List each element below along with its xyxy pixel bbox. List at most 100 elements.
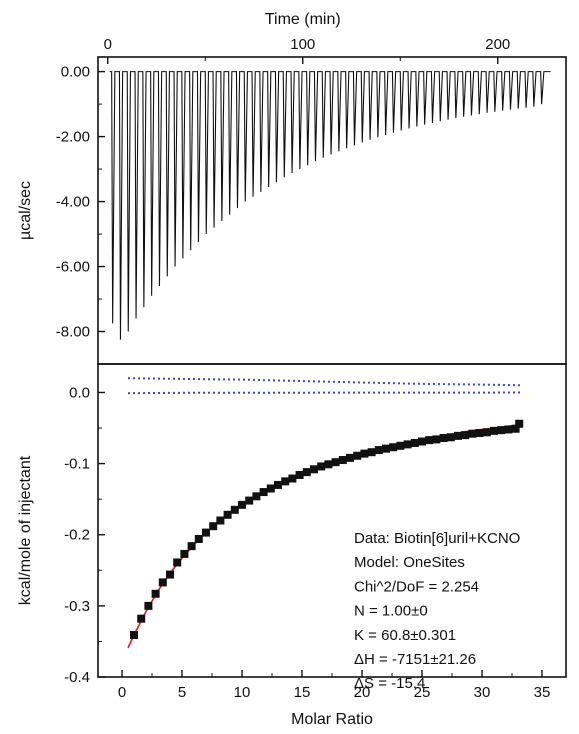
data-point — [374, 446, 383, 455]
integrated-heat-ticks: 0 5 10 15 20 25 30 35 0.0 -0.1 -0.2 -0.3 -0.4 — [64, 384, 550, 701]
data-point — [389, 443, 398, 452]
molar-ratio-tick-label: 30 — [474, 684, 491, 701]
molar-ratio-axis-title: Molar Ratio — [291, 711, 373, 728]
data-point — [288, 474, 297, 483]
data-point — [454, 431, 462, 440]
time-tick-label: 0 — [104, 36, 112, 53]
kcal-tick-label: -0.2 — [64, 527, 90, 544]
time-tick-label: 100 — [290, 36, 315, 53]
fit-parameter-text: K = 60.8±0.301 — [354, 627, 456, 644]
data-point — [317, 462, 326, 471]
data-point — [151, 589, 160, 598]
data-point — [310, 465, 318, 474]
data-point — [281, 477, 290, 486]
data-point — [338, 456, 347, 465]
data-point — [346, 453, 354, 462]
fit-parameter-text: N = 1.00±0 — [354, 603, 428, 620]
ucal-tick-label: -6.00 — [56, 259, 90, 276]
data-point — [274, 480, 282, 489]
data-point — [245, 496, 254, 505]
data-point — [425, 436, 434, 445]
fit-parameter-text: ΔH = -7151±21.26 — [354, 651, 476, 668]
data-point — [166, 570, 174, 579]
fit-parameter-text: ΔS = -15.4 — [354, 675, 425, 692]
data-point — [194, 534, 203, 543]
data-point — [410, 438, 419, 447]
molar-ratio-tick-label: 35 — [534, 684, 551, 701]
data-point — [418, 437, 426, 446]
data-point — [266, 484, 275, 493]
data-point — [475, 429, 484, 438]
data-point — [180, 549, 189, 558]
data-point — [223, 510, 232, 519]
fit-parameter-text: Chi^2/DoF = 2.254 — [354, 578, 479, 595]
raw-thermogram-ticks: 0 100 200 0.00 -2.00 -4.00 -6.00 -8.00 — [56, 36, 510, 365]
data-point — [216, 516, 225, 525]
data-point — [403, 440, 412, 449]
injection-peaks — [109, 71, 551, 340]
molar-ratio-tick-label: 0 — [118, 684, 126, 701]
data-point — [353, 451, 362, 460]
data-point — [382, 444, 390, 453]
data-point — [252, 492, 261, 501]
data-point — [137, 614, 146, 623]
kcal-tick-label: -0.1 — [64, 456, 90, 473]
data-point — [396, 441, 405, 450]
fit-parameter-annotations: Data: Biotin[6]uril+KCNO Model: OneSites C… — [354, 530, 520, 692]
ucal-tick-label: 0.00 — [61, 64, 90, 81]
molar-ratio-tick-label: 20 — [354, 684, 371, 701]
molar-ratio-tick-label: 25 — [414, 684, 431, 701]
data-point-squares — [130, 419, 524, 640]
data-point — [144, 601, 153, 610]
data-point — [202, 528, 210, 537]
bottom-panel-frame — [97, 363, 567, 678]
data-point — [432, 435, 441, 444]
data-point — [439, 433, 448, 442]
data-point — [331, 458, 340, 467]
data-point — [209, 522, 218, 531]
data-point — [367, 448, 376, 457]
molar-ratio-tick-label: 10 — [234, 684, 251, 701]
data-point — [511, 424, 520, 433]
lower-dotted-baseline — [127, 391, 522, 395]
data-point — [158, 578, 167, 587]
data-point — [482, 428, 491, 437]
data-point — [490, 426, 498, 435]
kcal-axis-title: kcal/mole of injectant — [17, 455, 34, 605]
upper-dotted-baseline — [127, 377, 522, 387]
thermogram-trace — [109, 71, 551, 340]
ucal-tick-label: -4.00 — [56, 194, 90, 211]
kcal-tick-label: 0.0 — [69, 384, 90, 401]
molar-ratio-tick-label: 15 — [294, 684, 311, 701]
data-point — [461, 431, 470, 440]
data-point — [187, 542, 196, 551]
ucal-axis-title: µcal/sec — [17, 181, 34, 240]
kcal-tick-label: -0.4 — [64, 669, 90, 686]
data-point — [173, 558, 182, 567]
data-point — [230, 505, 239, 514]
raw-thermogram-panel: Time (min) µcal/sec 0 100 200 0.00 -2.00 -4.0… — [17, 11, 567, 365]
data-point — [360, 449, 369, 458]
data-point — [468, 429, 477, 438]
data-point — [515, 419, 524, 428]
data-point — [295, 470, 304, 479]
ucal-tick-label: -8.00 — [56, 324, 90, 341]
data-point — [497, 426, 506, 435]
ucal-tick-label: -2.00 — [56, 129, 90, 146]
fit-parameter-text: Data: Biotin[6]uril+KCNO — [354, 530, 520, 547]
data-point — [302, 468, 311, 477]
integrated-heat-panel: Molar Ratio kcal/mole of injectant 0 5 10 1… — [17, 363, 567, 728]
data-point — [504, 425, 513, 434]
data-point — [446, 433, 455, 442]
data-point — [259, 488, 268, 497]
data-point — [324, 460, 333, 469]
time-axis-title: Time (min) — [265, 11, 341, 28]
data-point — [130, 631, 138, 640]
baseline-dotted-lines — [127, 377, 522, 395]
molar-ratio-tick-label: 5 — [178, 684, 186, 701]
fit-parameter-text: Model: OneSites — [354, 554, 465, 571]
data-point — [238, 500, 246, 509]
kcal-tick-label: -0.3 — [64, 598, 90, 615]
time-tick-label: 200 — [485, 36, 510, 53]
